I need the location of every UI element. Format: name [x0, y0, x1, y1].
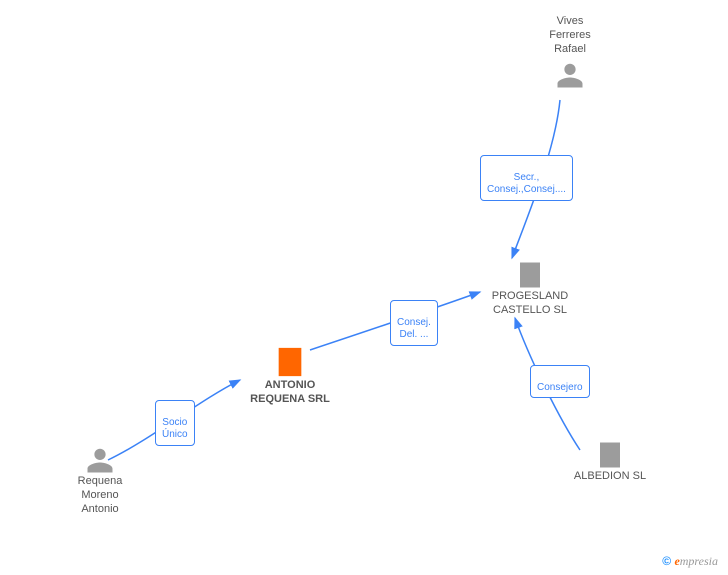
node-label: Requena Moreno Antonio	[60, 475, 140, 516]
node-vives[interactable]: Vives Ferreres Rafael	[535, 15, 605, 90]
copyright-symbol: ©	[662, 554, 671, 568]
node-label: ALBEDION SL	[560, 470, 660, 484]
node-label: PROGESLAND CASTELLO SL	[480, 290, 580, 318]
edge-label-text: Secr., Consej.,Consej....	[487, 172, 566, 196]
node-antonio-requena-srl[interactable]: ANTONIO REQUENA SRL	[235, 345, 345, 407]
watermark: © empresia	[662, 554, 718, 569]
node-progesland[interactable]: PROGESLAND CASTELLO SL	[480, 260, 580, 318]
person-icon	[555, 60, 585, 90]
node-label: ANTONIO REQUENA SRL	[235, 379, 345, 407]
person-icon	[85, 445, 115, 475]
node-label: Vives Ferreres Rafael	[535, 15, 605, 56]
edge-label-socio-unico: Socio Único	[155, 400, 195, 446]
edge-label-secr-consej: Secr., Consej.,Consej....	[480, 155, 573, 201]
brand-text: empresia	[674, 554, 718, 568]
building-icon	[515, 260, 545, 290]
edge-label-consej-del: Consej. Del. ...	[390, 300, 438, 346]
edge-label-consejero: Consejero	[530, 365, 590, 398]
edge-label-text: Consejero	[537, 382, 583, 393]
edge-label-text: Consej. Del. ...	[397, 317, 431, 341]
building-icon	[273, 345, 307, 379]
edge-label-text: Socio Único	[162, 417, 188, 441]
node-albedion[interactable]: ALBEDION SL	[560, 440, 660, 484]
node-requena-moreno[interactable]: Requena Moreno Antonio	[60, 445, 140, 516]
building-icon	[595, 440, 625, 470]
